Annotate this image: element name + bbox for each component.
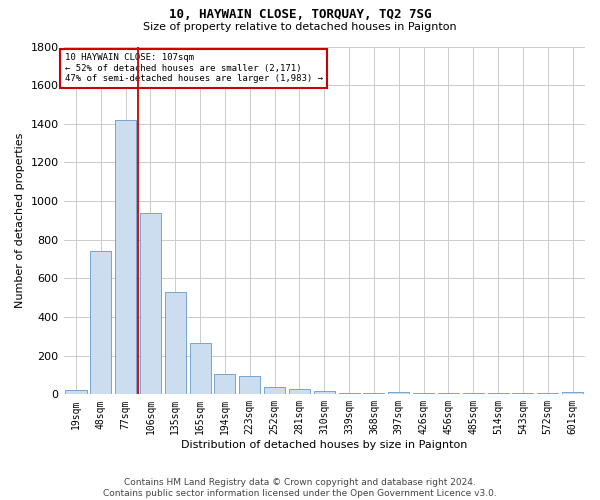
Bar [115,120,136,394]
Bar [90,252,112,394]
Bar [264,387,285,394]
Bar [388,392,409,394]
Text: 10 HAYWAIN CLOSE: 107sqm
← 52% of detached houses are smaller (2,171)
47% of sem: 10 HAYWAIN CLOSE: 107sqm ← 52% of detach… [65,54,323,84]
Bar [140,212,161,394]
Bar [239,376,260,394]
Bar [190,343,211,394]
Text: Contains HM Land Registry data © Crown copyright and database right 2024.
Contai: Contains HM Land Registry data © Crown c… [103,478,497,498]
Text: 10, HAYWAIN CLOSE, TORQUAY, TQ2 7SG: 10, HAYWAIN CLOSE, TORQUAY, TQ2 7SG [169,8,431,20]
Bar [165,292,186,394]
Bar [562,392,583,394]
Bar [214,374,235,394]
Bar [314,391,335,394]
X-axis label: Distribution of detached houses by size in Paignton: Distribution of detached houses by size … [181,440,467,450]
Y-axis label: Number of detached properties: Number of detached properties [15,132,25,308]
Bar [65,390,86,394]
Text: Size of property relative to detached houses in Paignton: Size of property relative to detached ho… [143,22,457,32]
Bar [289,389,310,394]
